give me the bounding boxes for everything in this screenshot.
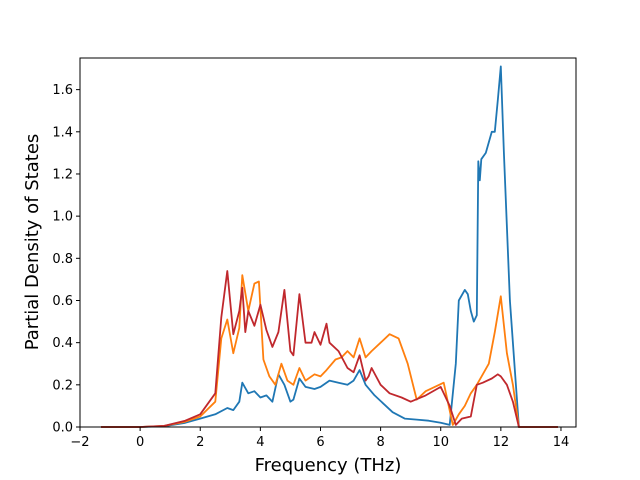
x-axis-label: Frequency (THz) (255, 455, 402, 476)
x-tick-label: −2 (70, 435, 89, 450)
y-axis-label: Partial Density of States (22, 134, 43, 351)
series-line-3 (101, 270, 558, 428)
y-tick-label: 0.8 (52, 252, 73, 267)
y-tick-label: 1.0 (52, 210, 73, 225)
plot-frame (79, 57, 577, 428)
y-tick-label: 1.2 (52, 167, 73, 182)
series-line-2 (101, 274, 558, 428)
x-tick-label: 8 (376, 435, 384, 450)
x-tick-label: 12 (493, 435, 510, 450)
x-axis-ticks: −2 0 2 4 6 8 10 12 14 (70, 427, 569, 450)
y-tick-label: 1.4 (52, 125, 73, 140)
y-tick-label: 0.0 (52, 421, 73, 436)
y-tick-label: 1.6 (52, 83, 73, 98)
series-line-1 (101, 65, 558, 428)
y-tick-label: 0.6 (52, 294, 73, 309)
x-tick-label: 14 (553, 435, 570, 450)
x-tick-label: 0 (136, 435, 144, 450)
x-tick-label: 10 (432, 435, 449, 450)
series-layer (101, 65, 558, 428)
y-tick-label: 0.2 (52, 378, 73, 393)
y-axis-ticks: 0.0 0.2 0.4 0.6 0.8 1.0 1.2 1.4 1.6 (52, 83, 80, 436)
x-tick-label: 4 (256, 435, 264, 450)
y-tick-label: 0.4 (52, 336, 73, 351)
x-tick-label: 2 (196, 435, 204, 450)
x-tick-label: 6 (316, 435, 324, 450)
